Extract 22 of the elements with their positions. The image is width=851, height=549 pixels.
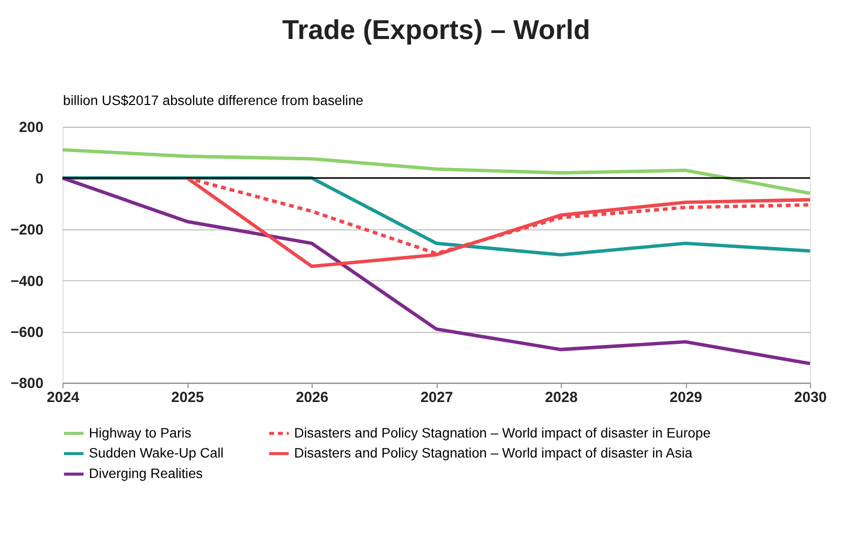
y-tick-label: −200 — [10, 222, 44, 239]
y-tick-label: 0 — [35, 171, 44, 188]
y-tick-label: 200 — [19, 120, 44, 136]
x-tick-label: 2027 — [420, 390, 454, 406]
x-tick-label: 2029 — [670, 390, 702, 406]
legend-label: Disasters and Policy Stagnation – World impact of disaster in Asia — [294, 446, 693, 461]
chart-title: Trade (Exports) – World — [282, 14, 590, 45]
x-tick-label: 2030 — [794, 390, 827, 406]
legend-label: Sudden Wake-Up Call — [88, 446, 224, 461]
x-tick-label: 2028 — [545, 390, 578, 406]
y-tick-label: −800 — [10, 376, 44, 392]
legend-label: Disasters and Policy Stagnation – World impact of disaster in Europe — [294, 425, 711, 440]
x-tick-label: 2026 — [296, 390, 328, 406]
legend-label: Highway to Paris — [88, 425, 192, 440]
x-tick-label: 2025 — [171, 390, 204, 406]
legend-label: Diverging Realities — [88, 466, 203, 482]
y-tick-label: −600 — [10, 324, 44, 341]
line-series — [60, 176, 812, 366]
y-axis-title: billion US$2017 absolute difference from baseline — [63, 92, 364, 108]
line-series — [60, 148, 812, 196]
y-tick-label: −400 — [10, 274, 44, 290]
x-tick-label: 2024 — [46, 390, 80, 406]
